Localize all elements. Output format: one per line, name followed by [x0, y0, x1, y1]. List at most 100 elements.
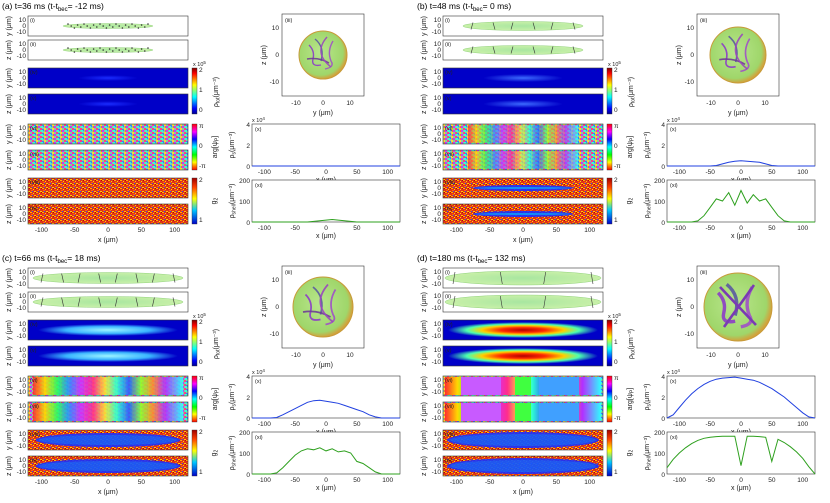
plot-y-tick: 200	[239, 178, 250, 185]
strip-y-tick: -10	[432, 81, 442, 88]
strip-y-tick: -10	[17, 443, 27, 450]
strip-x-tick: -100	[450, 227, 463, 234]
vortex-line	[572, 46, 576, 54]
strip-y-tick: 10	[434, 347, 442, 354]
strip-x-tick: -50	[485, 479, 495, 486]
plot-y-tick: 4	[246, 122, 250, 129]
strip-y-tick: -10	[432, 217, 442, 224]
strip-y-tick: 0	[22, 275, 26, 282]
panel-title: (a) t=36 ms (t-tbec= -12 ms)	[2, 1, 104, 13]
strip-x-label: x (μm)	[98, 489, 118, 496]
plot-frame	[666, 123, 816, 167]
vortex-line	[115, 297, 118, 307]
vortex-line	[172, 297, 176, 307]
strip-y-tick: 10	[434, 17, 442, 24]
strip-y-tick: 10	[434, 95, 442, 102]
plot-row-label: (x)	[670, 379, 677, 385]
strip-y-tick: -10	[432, 163, 442, 170]
strip-axis-label: y (μm)	[421, 376, 428, 396]
strip-y-tick: 0	[437, 101, 441, 108]
strip-axis-label: y (μm)	[6, 376, 13, 396]
plot-y-tick: 2	[246, 143, 250, 150]
g2-strip	[27, 203, 189, 225]
circle-y-tick: -10	[685, 79, 695, 86]
vortex-dot	[70, 49, 72, 51]
strip-axis-label: z (μm)	[6, 346, 13, 366]
plot-frame	[251, 179, 401, 223]
strip-y-tick: 0	[22, 131, 26, 138]
exp-sup: 4	[262, 368, 265, 373]
strip-viii: (viii)100-10	[17, 429, 189, 451]
panel-title: (c) t=66 ms (t-tbec= 18 ms)	[2, 253, 101, 265]
colorbar-phase-tick: π	[614, 375, 619, 382]
arg-suffix: ]	[212, 136, 219, 138]
vortex-dot	[124, 48, 127, 50]
plot-x-tick: -50	[705, 169, 715, 176]
row-label: (vi)	[30, 126, 38, 132]
title-suffix: = 18 ms)	[67, 253, 100, 263]
vortex-dot	[86, 25, 88, 27]
vortex-line	[590, 295, 594, 309]
vortex-line	[61, 297, 64, 307]
strip-y-tick: -10	[432, 443, 442, 450]
rho-tot-unit: (μm⁻³)	[213, 77, 220, 98]
plot-y-tick: 100	[654, 451, 665, 458]
plot-x-label: x (μm)	[731, 233, 751, 240]
strip-y-tick: 10	[434, 457, 442, 464]
strip-y-tick: -10	[432, 191, 442, 198]
plot-x-tick: -100	[258, 225, 271, 232]
exp-sup: 4	[262, 116, 265, 121]
phase-domains	[33, 377, 183, 395]
density-core	[448, 348, 598, 364]
vortex-dot	[134, 49, 136, 51]
exp-base: x 10	[252, 370, 262, 376]
strip-axis-label: z (μm)	[421, 292, 428, 312]
colorbar-g2	[191, 429, 198, 477]
plot-row-label: (xi)	[255, 183, 263, 189]
row-label: (vii)	[445, 152, 454, 158]
vortex-dot	[121, 27, 124, 29]
exp-sup: 5	[618, 60, 621, 65]
plot-row-label: (xi)	[670, 435, 678, 441]
exp-base: x 10	[667, 118, 677, 124]
title-suffix: = -12 ms)	[68, 1, 104, 11]
cloud	[62, 47, 154, 53]
strip-viii: (viii)100-10	[432, 177, 604, 199]
y-label-sub: shell	[647, 204, 653, 214]
plot-y-tick: 2	[661, 143, 665, 150]
row-label: (vi)	[30, 378, 38, 384]
plot-y-tick: 4	[246, 374, 250, 381]
row-label: (ii)	[445, 294, 451, 300]
title-subscript: bec	[473, 7, 483, 13]
vortex-dot	[105, 27, 108, 29]
condensate-ball	[298, 30, 348, 80]
phase-domain-right	[539, 403, 579, 421]
y-label-sub: s	[232, 152, 238, 155]
circle-y-tick: 10	[687, 25, 695, 32]
strip-y-tick: 0	[22, 211, 26, 218]
strip-y-tick: 10	[19, 17, 27, 24]
colorbar-phase-label: arg[ψP]	[627, 136, 636, 158]
cloud	[444, 294, 602, 310]
panels-root: (a) t=36 ms (t-tbec= -12 ms)(i)100-10(ii…	[2, 1, 816, 496]
vortex-dot	[108, 24, 111, 26]
strip-axis-label: y (μm)	[6, 68, 13, 88]
cloud	[62, 23, 154, 29]
vortex-filament	[306, 57, 330, 64]
vortex-dot	[92, 24, 95, 26]
plot-x-tick: 50	[768, 225, 776, 232]
condensate-ball	[709, 26, 767, 84]
strip-y-tick: -10	[432, 281, 442, 288]
strip-vii: (vii)100-10	[432, 149, 604, 171]
strip-y-tick: -10	[17, 415, 27, 422]
strip-y-tick: 0	[437, 211, 441, 218]
vortex-line	[452, 295, 456, 309]
g2: g	[211, 452, 218, 456]
plot-y-tick: 0	[246, 472, 250, 479]
colorbar-g2-tick: 2	[614, 177, 618, 184]
colorbar-phase	[191, 375, 198, 423]
colorbar-density-tick: 1	[199, 87, 203, 94]
rho-tot-sub: tot	[631, 349, 637, 355]
row-label: (iv)	[30, 70, 38, 76]
